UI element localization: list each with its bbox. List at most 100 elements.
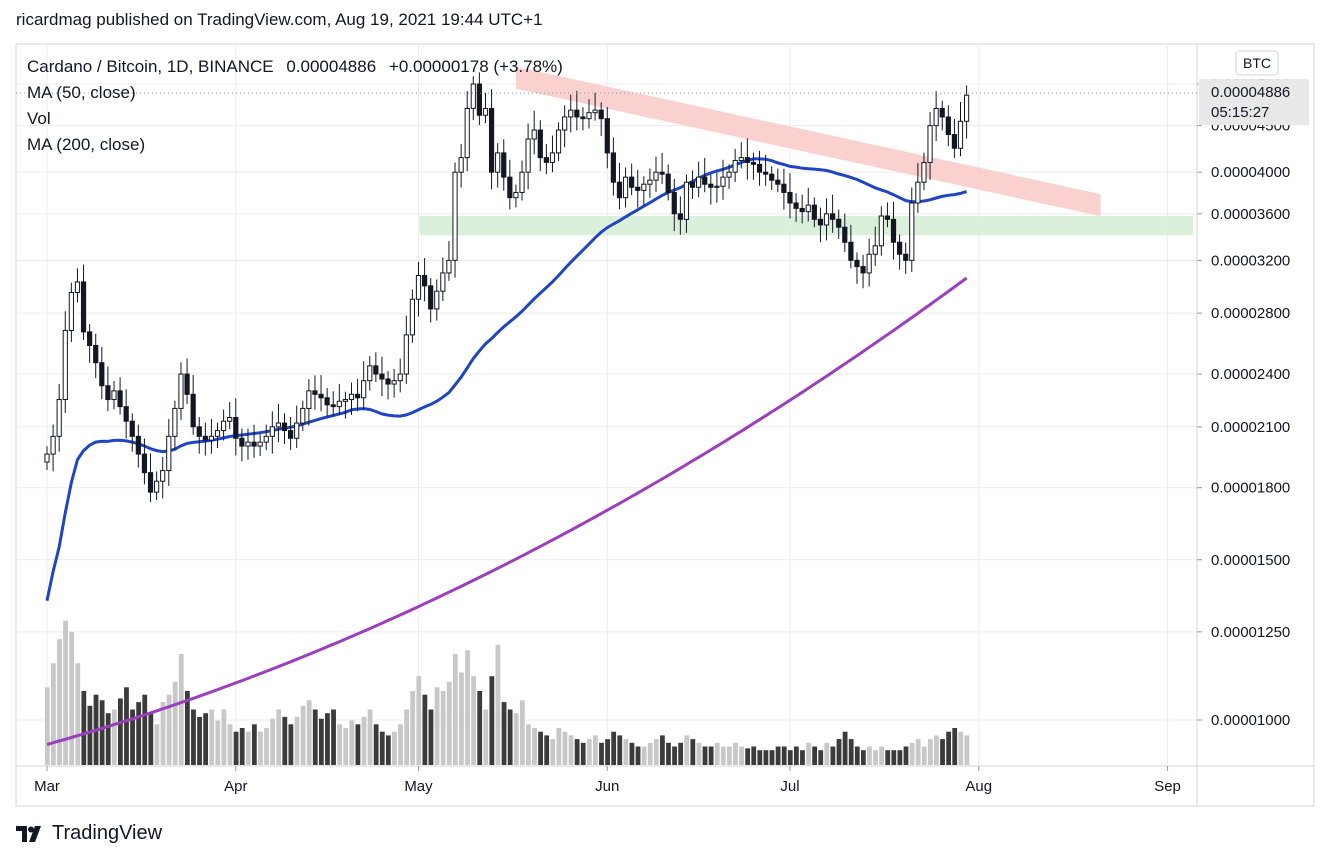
candle-body bbox=[890, 218, 897, 243]
candle-body bbox=[744, 157, 750, 163]
candle-body bbox=[117, 390, 123, 408]
volume-bar bbox=[653, 739, 659, 765]
volume-bar bbox=[672, 746, 677, 765]
candle-body bbox=[927, 125, 933, 163]
price-tick-label: 0.00003600 bbox=[1211, 206, 1290, 223]
candle bbox=[68, 282, 74, 343]
candle bbox=[348, 382, 355, 415]
candle-body bbox=[105, 385, 111, 401]
candle-body bbox=[111, 390, 117, 401]
volume-bar bbox=[763, 750, 769, 765]
support-zone bbox=[419, 216, 1193, 236]
candle-body bbox=[348, 393, 355, 401]
candle-body bbox=[897, 241, 903, 255]
candle-body bbox=[501, 152, 507, 178]
candle bbox=[683, 174, 690, 233]
candle-body bbox=[562, 116, 568, 131]
legend-ma50[interactable]: MA (50, close) bbox=[27, 83, 136, 102]
candle bbox=[99, 347, 105, 400]
volume-bar bbox=[599, 742, 604, 765]
candle-body bbox=[330, 404, 336, 408]
candle bbox=[324, 388, 330, 417]
symbol-name[interactable]: Cardano / Bitcoin, 1D, BINANCE bbox=[27, 57, 274, 76]
candle bbox=[233, 398, 239, 456]
candle bbox=[403, 315, 409, 384]
candle-body bbox=[135, 435, 141, 455]
candle bbox=[507, 159, 513, 210]
month-label: Jul bbox=[780, 778, 799, 795]
candle bbox=[80, 264, 87, 340]
volume-bar bbox=[824, 742, 830, 765]
candle bbox=[312, 375, 318, 410]
candle bbox=[933, 91, 939, 142]
volume-bar bbox=[879, 746, 885, 765]
tradingview-brand[interactable]: TradingView bbox=[16, 822, 162, 845]
volume-bar bbox=[422, 694, 428, 765]
legend-ma200[interactable]: MA (200, close) bbox=[27, 135, 146, 154]
candle bbox=[787, 173, 793, 219]
legend-vol[interactable]: Vol bbox=[27, 109, 51, 128]
volume-bar bbox=[623, 739, 629, 765]
volume-bar bbox=[465, 650, 470, 765]
month-label: Apr bbox=[224, 778, 247, 795]
candle bbox=[227, 402, 233, 430]
last-price: 0.00004886 bbox=[286, 57, 377, 76]
volume-bar bbox=[191, 709, 196, 765]
candle bbox=[269, 411, 275, 454]
volume-bar bbox=[757, 750, 763, 765]
candle bbox=[488, 89, 495, 190]
candle bbox=[93, 333, 99, 379]
volume-bar bbox=[501, 702, 507, 765]
candle-body bbox=[50, 435, 56, 455]
candle bbox=[464, 91, 470, 172]
candles bbox=[44, 72, 970, 502]
candle bbox=[221, 409, 227, 441]
candle-body bbox=[129, 420, 135, 437]
price-tick-label: 0.00001000 bbox=[1211, 712, 1290, 729]
candle-body bbox=[245, 441, 251, 447]
candle-body bbox=[781, 183, 787, 193]
volume-bar bbox=[720, 746, 726, 765]
candle bbox=[342, 391, 349, 419]
ma200-line bbox=[46, 276, 968, 746]
candle-body bbox=[939, 107, 945, 118]
candle bbox=[434, 279, 440, 321]
candle-body bbox=[166, 435, 172, 472]
candle-body bbox=[915, 181, 921, 204]
candle bbox=[74, 268, 81, 303]
volume-bar bbox=[270, 718, 276, 765]
candle bbox=[56, 384, 62, 452]
candle bbox=[817, 207, 824, 243]
candle bbox=[62, 311, 68, 414]
candle bbox=[288, 416, 294, 450]
candle-body bbox=[476, 83, 482, 116]
candle-body bbox=[671, 191, 677, 215]
volume-bar bbox=[50, 663, 56, 765]
volume-bar bbox=[726, 746, 732, 765]
candle-body bbox=[324, 397, 330, 406]
candle bbox=[123, 389, 129, 439]
candle-body bbox=[446, 259, 452, 274]
candle bbox=[117, 377, 123, 415]
candle bbox=[848, 224, 854, 269]
candle-body bbox=[495, 152, 501, 173]
candle-body bbox=[696, 176, 702, 188]
candle bbox=[202, 422, 208, 456]
candle bbox=[921, 152, 927, 191]
volume-bar bbox=[641, 746, 647, 765]
volume-bar bbox=[629, 742, 635, 765]
candle bbox=[659, 152, 665, 184]
candle bbox=[769, 166, 775, 190]
published-caption: ricardmag published on TradingView.com, … bbox=[16, 10, 543, 29]
candle bbox=[622, 167, 629, 208]
candle-body bbox=[555, 129, 562, 154]
candle bbox=[172, 400, 178, 450]
candle-body bbox=[202, 435, 208, 441]
candle-body bbox=[830, 213, 836, 220]
candle bbox=[141, 438, 148, 485]
volume-bar bbox=[471, 676, 476, 765]
candle-body bbox=[921, 161, 927, 183]
candle-body bbox=[836, 218, 842, 228]
candle bbox=[275, 403, 282, 443]
